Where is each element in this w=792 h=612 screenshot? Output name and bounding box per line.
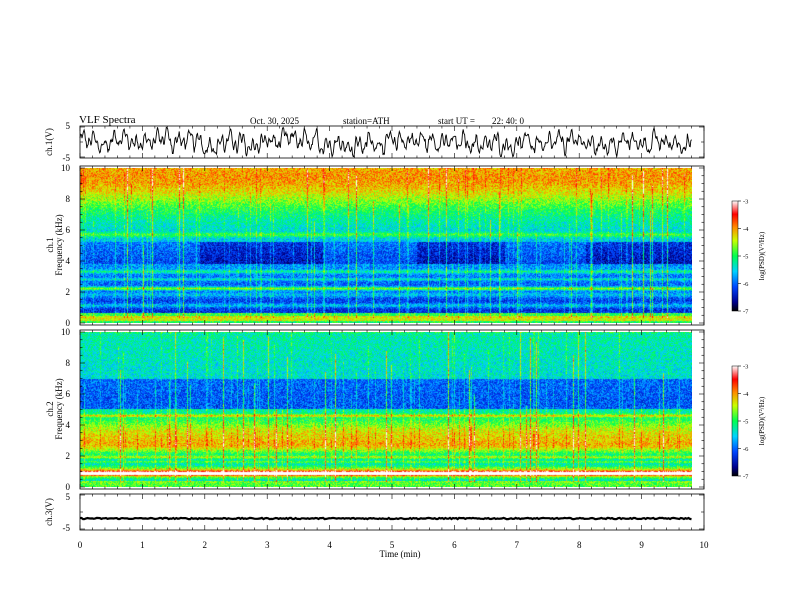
ch1-waveform-ylabel: ch.1(V) [44, 128, 54, 156]
x-tick-label-2: 2 [203, 540, 208, 550]
x-tick-label-10: 10 [700, 540, 710, 550]
x-axis-label: Time (min) [380, 549, 421, 559]
colorbar-tick-label--7: -7 [743, 474, 749, 481]
ch1-ytick-bottom: -5 [63, 153, 71, 163]
panel-frame-s1 [79, 165, 705, 326]
colorbar-tick-label--6: -6 [743, 446, 749, 453]
ch3-ytick-top: 5 [66, 492, 71, 502]
y-tick-label-4: 4 [66, 256, 71, 266]
y-tick-label-10: 10 [61, 327, 71, 337]
ch3-waveform-line [80, 516, 692, 521]
colorbar-tick-label--6: -6 [743, 281, 749, 288]
ch1-colorbar-label: log(PSD)(V²/Hz) [758, 231, 766, 280]
ch1-spec-ylabel-channel: ch.1 [45, 237, 55, 252]
y-tick-label-6: 6 [66, 225, 71, 235]
x-tick-label-0: 0 [78, 540, 83, 550]
colorbar-tick-label--3: -3 [743, 364, 748, 371]
colorbar-tick-label--4: -4 [743, 226, 749, 233]
panel-frame-w3 [79, 493, 705, 531]
start-ut-time: 22: 40: 0 [492, 116, 525, 126]
ch2-colorbar-label: log(PSD)(V²/Hz) [758, 396, 766, 445]
colorbar-tick-label--3: -3 [743, 199, 748, 206]
x-tick-label-4: 4 [327, 540, 332, 550]
colorbar-tick-label--7: -7 [743, 309, 749, 316]
y-tick-label-6: 6 [66, 389, 71, 399]
y-tick-label-2: 2 [66, 287, 71, 297]
ch2-spec-ylabel-channel: ch.2 [45, 401, 55, 416]
ch1-waveform-line [79, 126, 692, 159]
y-tick-label-8: 8 [66, 194, 71, 204]
colorbar-tick-label--4: -4 [743, 391, 749, 398]
ch1-waveform-path [79, 126, 692, 159]
ch3-waveform-path [80, 516, 692, 521]
y-tick-label-8: 8 [66, 358, 71, 368]
station-label: station=ATH [343, 116, 390, 126]
ch3-ytick-bottom: -5 [63, 523, 71, 533]
ch2-spec-ylabel-freq: Frequency (kHz) [54, 378, 64, 439]
ch1-ytick-top: 5 [66, 121, 71, 131]
x-tick-label-7: 7 [515, 540, 520, 550]
y-tick-label-2: 2 [66, 451, 71, 461]
colorbar-tick-label--5: -5 [743, 419, 748, 426]
x-tick-label-3: 3 [265, 540, 270, 550]
colorbar-tick-label--5: -5 [743, 254, 748, 261]
y-tick-label-4: 4 [66, 420, 71, 430]
x-tick-label-1: 1 [140, 540, 145, 550]
panel-frame-s2 [79, 329, 705, 490]
ch2-colorbar [731, 365, 739, 477]
start-ut-label: start UT = [438, 116, 475, 126]
y-tick-label-0: 0 [66, 318, 71, 328]
date-label: Oct. 30, 2025 [250, 116, 299, 126]
x-tick-label-9: 9 [639, 540, 644, 550]
y-tick-label-0: 0 [66, 482, 71, 492]
ch1-spec-ylabel-freq: Frequency (kHz) [54, 214, 64, 275]
ch1-colorbar [731, 200, 739, 312]
ch2-spectrogram-heatmap [80, 332, 692, 487]
x-tick-label-5: 5 [390, 540, 395, 550]
x-tick-label-8: 8 [577, 540, 582, 550]
ch3-waveform-ylabel: ch.3(V) [44, 498, 54, 526]
y-tick-label-10: 10 [61, 163, 71, 173]
ch1-spectrogram-heatmap [80, 168, 692, 323]
x-tick-label-6: 6 [452, 540, 457, 550]
figure-title: VLF Spectra [79, 114, 136, 126]
